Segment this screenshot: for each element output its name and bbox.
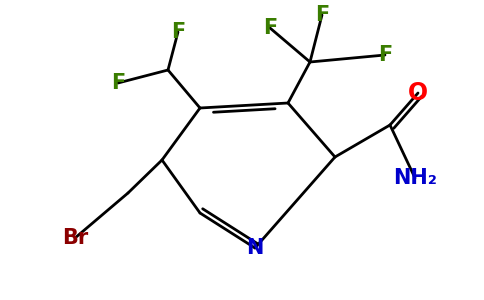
Text: N: N [246, 238, 264, 258]
Text: F: F [315, 5, 329, 25]
Text: F: F [171, 22, 185, 42]
Text: F: F [378, 45, 392, 65]
Text: O: O [408, 81, 428, 105]
Text: NH₂: NH₂ [393, 168, 437, 188]
Text: F: F [111, 73, 125, 93]
Text: Br: Br [62, 228, 88, 248]
Text: F: F [263, 18, 277, 38]
